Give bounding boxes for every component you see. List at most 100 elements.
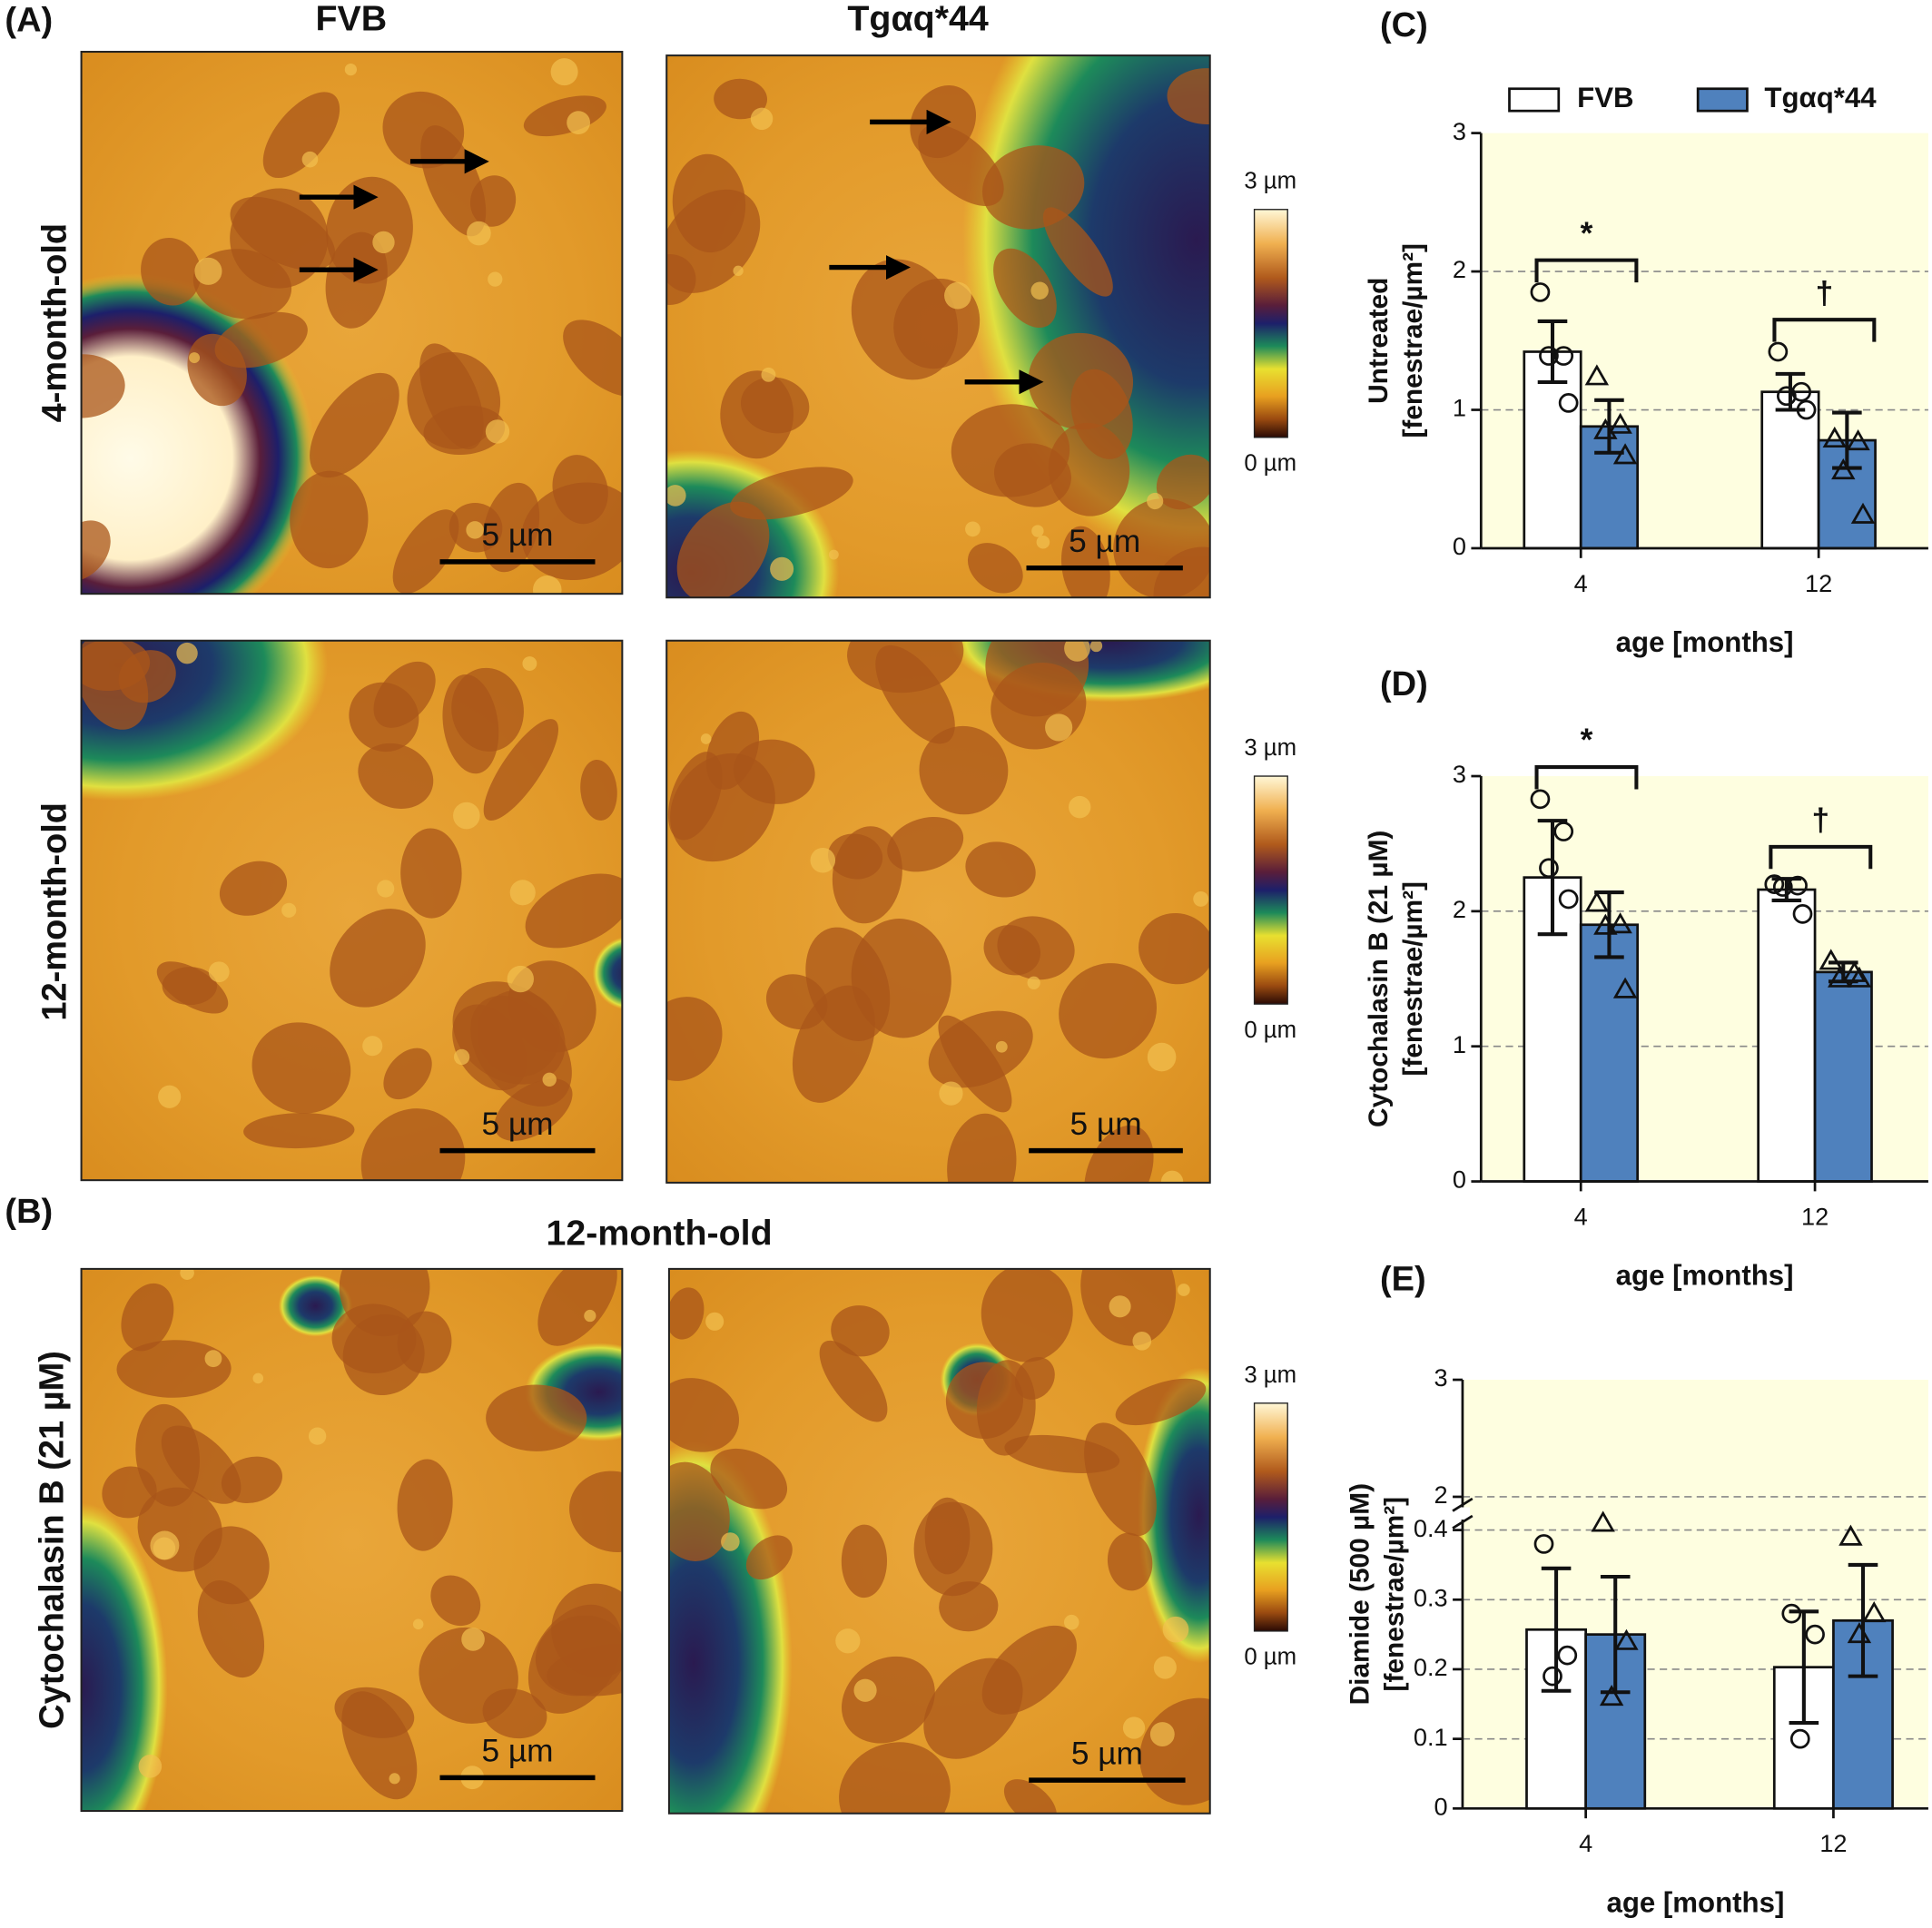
y-tick-label: 1 — [1453, 394, 1466, 422]
y-axis-label: Cytochalasin B (21 µM) — [1364, 831, 1394, 1127]
afm-cell — [537, 1268, 617, 1346]
afm-bump — [194, 257, 222, 285]
afm-cell — [1113, 498, 1210, 598]
data-point — [1792, 903, 1813, 924]
afm-frame — [80, 51, 624, 595]
afm-frame — [80, 1267, 624, 1813]
afm-cell — [156, 961, 229, 1014]
afm-cell — [339, 1268, 430, 1337]
afm-cell — [839, 1742, 951, 1814]
bar — [1813, 970, 1873, 1183]
afm-cell — [1138, 912, 1210, 985]
data-point — [1819, 949, 1843, 970]
afm-cell — [349, 682, 419, 753]
y-tick-label: 3 — [1453, 117, 1466, 145]
afm-frame — [667, 1267, 1211, 1815]
data-point — [1805, 1624, 1825, 1645]
data-point — [1530, 789, 1551, 810]
afm-bump — [1031, 525, 1044, 537]
afm-cell — [430, 1575, 481, 1627]
axis-break — [1452, 1514, 1474, 1530]
afm-image — [666, 640, 1210, 1183]
afm-cell — [851, 919, 951, 1038]
row-label: Cytochalasin B (21 µM) — [34, 1351, 72, 1729]
afm-image — [81, 1268, 623, 1812]
afm-bump — [308, 1427, 327, 1445]
y-tick-label: 0.1 — [1414, 1723, 1448, 1751]
data-point — [1553, 346, 1574, 366]
afm-bump — [1177, 1284, 1190, 1296]
afm-cell — [187, 333, 247, 407]
significance-label: * — [1581, 216, 1593, 251]
afm-cell — [981, 145, 1085, 230]
significance-bracket — [1769, 844, 1873, 870]
y-tick-label: 0 — [1453, 532, 1466, 560]
afm-cell — [847, 640, 964, 693]
y-tick-label: 2 — [1453, 255, 1466, 283]
data-point — [1558, 393, 1579, 413]
afm-cell — [842, 1656, 935, 1744]
afm-cell — [290, 470, 369, 569]
afm-cell — [923, 1657, 1023, 1759]
afm-bump — [1063, 1614, 1079, 1630]
afm-bump — [1132, 1332, 1152, 1351]
afm-bump — [372, 231, 395, 254]
legend-label: Tgαq*44 — [1764, 82, 1877, 113]
afm-cell — [668, 1378, 739, 1452]
y-tick-label: 0.3 — [1414, 1583, 1448, 1611]
afm-bump — [507, 965, 534, 993]
afm-bump — [189, 352, 201, 364]
afm-bump — [1147, 1042, 1177, 1072]
afm-cell — [360, 1108, 466, 1181]
afm-cell — [919, 725, 1009, 815]
data-point — [1612, 977, 1638, 998]
row-label: 12-month-old — [35, 802, 74, 1021]
afm-cell — [116, 1340, 232, 1398]
data-point — [1584, 890, 1610, 912]
panel-label: (C) — [1380, 6, 1428, 44]
data-point — [1591, 1510, 1615, 1532]
afm-cell — [1004, 1434, 1120, 1473]
afm-bump — [488, 271, 503, 287]
bar — [1757, 888, 1817, 1183]
y-axis-label: Untreated — [1364, 278, 1394, 404]
afm-cell — [525, 873, 623, 949]
afm-cell — [442, 674, 499, 774]
afm-cell — [161, 1425, 242, 1504]
x-axis-label: age [months] — [1616, 626, 1794, 658]
y-tick-label: 3 — [1453, 760, 1466, 788]
afm-bump — [853, 1678, 877, 1702]
afm-cell — [720, 370, 794, 459]
x-tick-label: 4 — [1579, 1829, 1592, 1857]
panel-label: (E) — [1380, 1260, 1426, 1298]
afm-cell — [947, 1113, 1017, 1183]
afm-bump — [1036, 535, 1050, 549]
afm-image — [666, 55, 1210, 598]
afm-bump — [180, 1268, 194, 1280]
afm-cell — [251, 1022, 351, 1114]
afm-cell — [483, 719, 559, 821]
y-tick-label: 3 — [1434, 1363, 1448, 1392]
afm-bump — [944, 281, 971, 310]
data-point — [1777, 386, 1797, 407]
scale-bar-label: 5 µm — [1070, 1107, 1141, 1142]
x-tick-label: 4 — [1574, 1202, 1588, 1230]
afm-bump — [1089, 640, 1103, 653]
afm-cell — [330, 909, 426, 1008]
afm-cell — [945, 1362, 1023, 1440]
afm-cell — [985, 640, 1089, 717]
afm-cell — [1107, 1532, 1153, 1591]
afm-bump — [995, 1040, 1008, 1053]
afm-cell — [221, 1456, 282, 1504]
afm-cell — [486, 1384, 587, 1451]
afm-cell — [667, 752, 723, 841]
afm-cell — [482, 1688, 547, 1739]
axis-break — [1452, 1497, 1474, 1512]
axis-break-gap — [1454, 1507, 1471, 1520]
x-tick-label: 12 — [1805, 569, 1832, 597]
data-point — [1599, 1685, 1624, 1707]
data-point — [1557, 1645, 1578, 1666]
colorbar — [1253, 209, 1288, 438]
afm-bump — [1122, 1717, 1146, 1739]
